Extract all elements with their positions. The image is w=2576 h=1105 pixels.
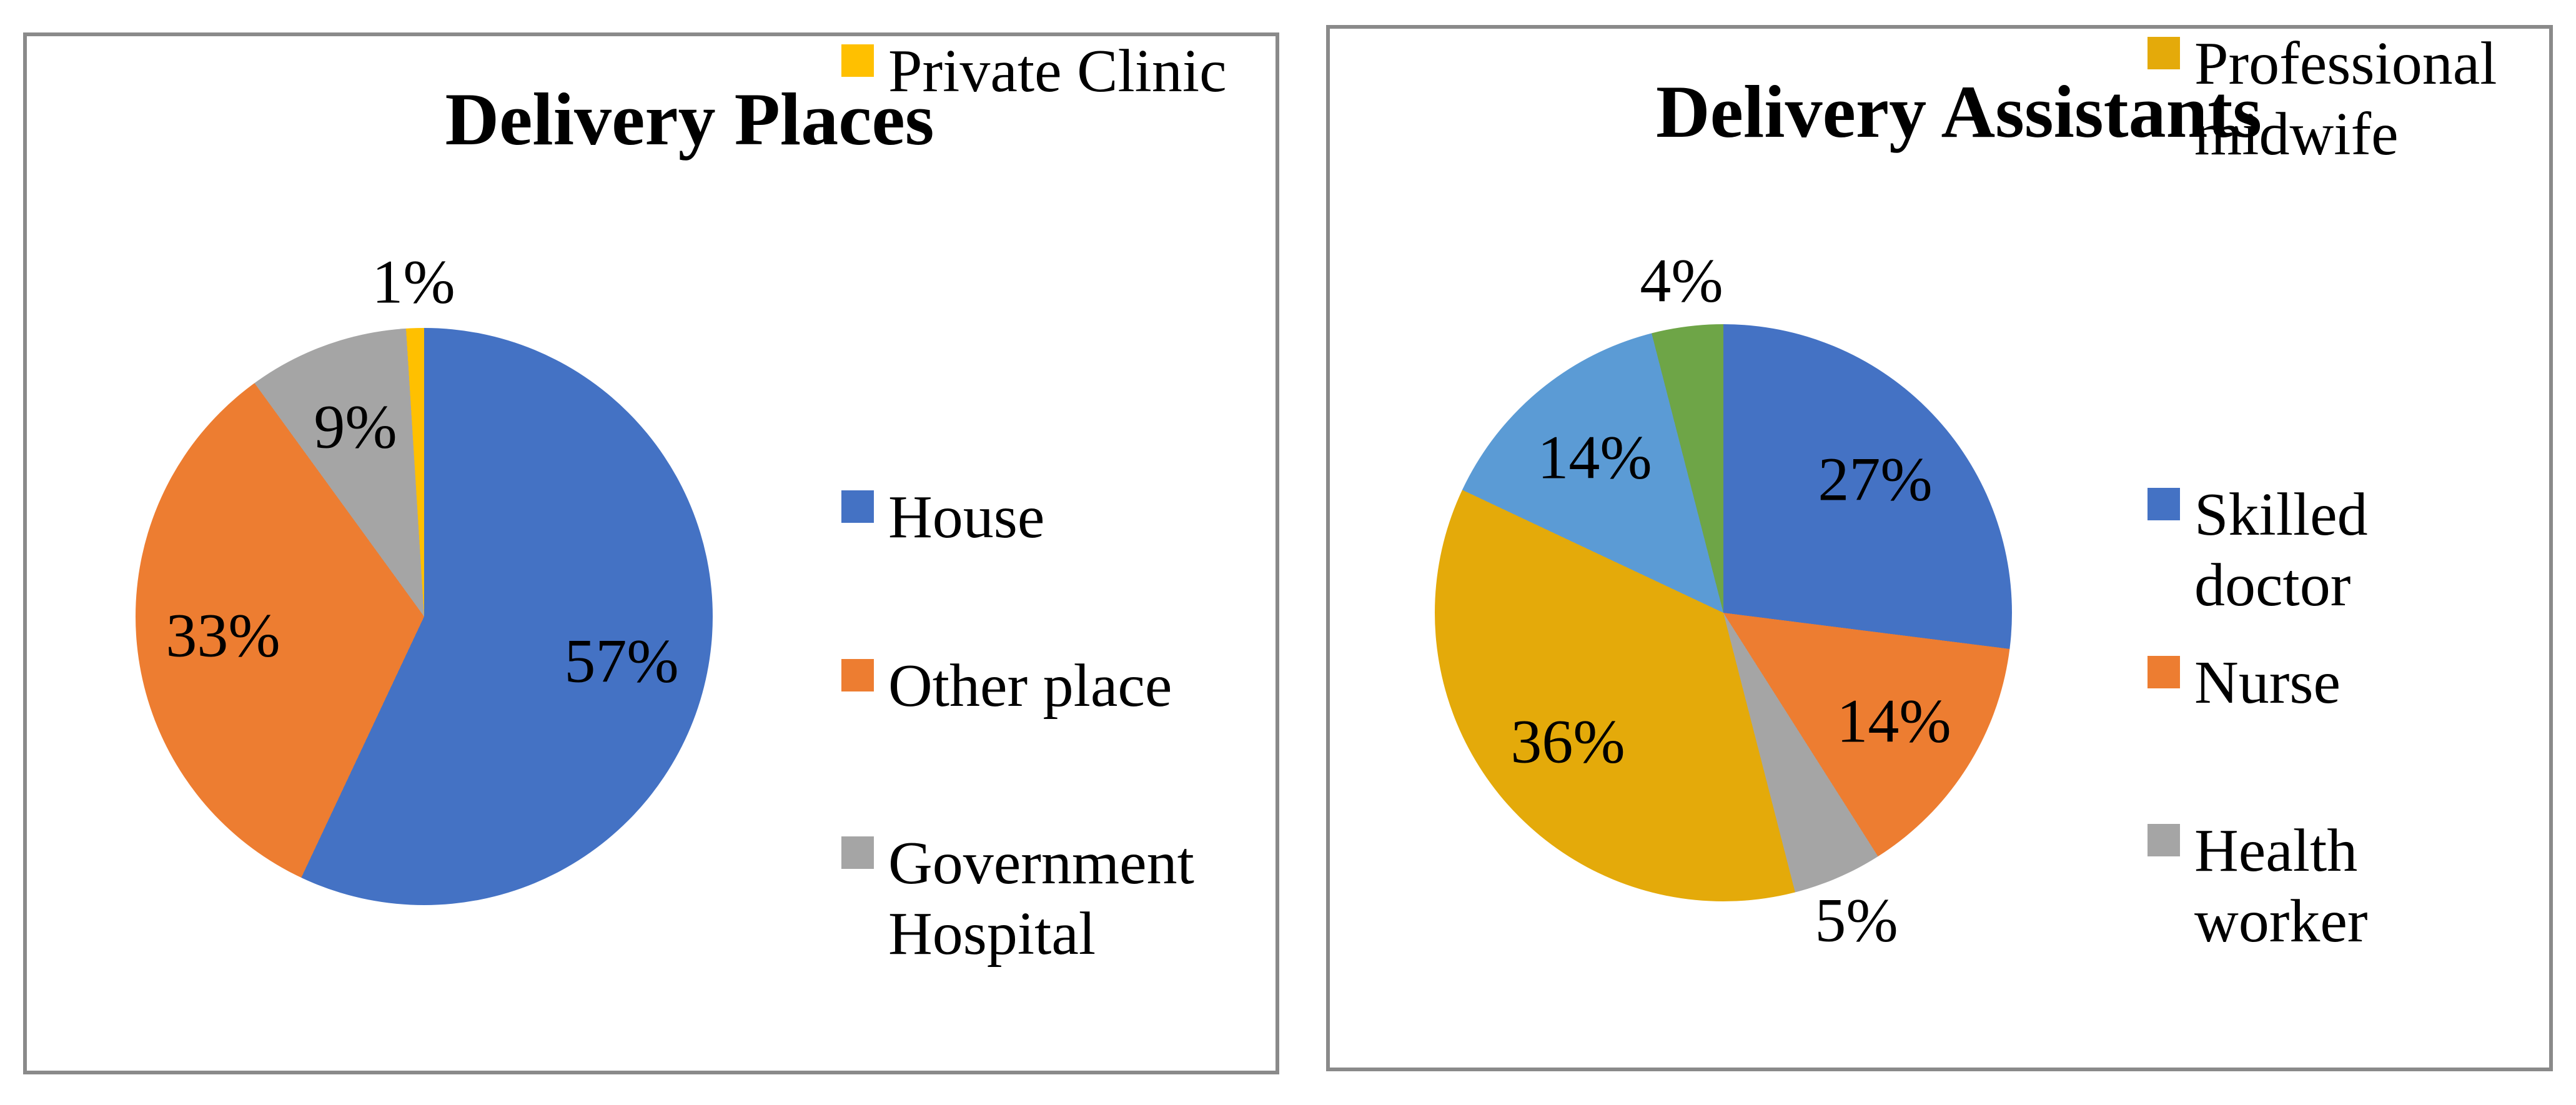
legend-item: Other place: [841, 651, 1172, 721]
legend-item: Nurse: [2147, 648, 2341, 718]
legend-item-label: Government Hospital: [888, 830, 1194, 968]
pie-slice-label: 57%: [564, 626, 679, 696]
legend-swatch: [841, 490, 874, 523]
chart-title: Delivery Assistants: [1656, 70, 2262, 153]
legend-item-label: Private Clinic: [888, 37, 1227, 105]
pie-slice-label: 14%: [1537, 422, 1652, 492]
legend-swatch: [841, 44, 874, 77]
pie-slice-label: 9%: [314, 392, 397, 462]
legend-swatch: [841, 659, 874, 691]
legend-swatch: [2147, 488, 2180, 520]
legend-item-label: Other place: [888, 652, 1172, 720]
pie-slice-label: 1%: [372, 247, 455, 317]
pie-chart: [1435, 324, 2012, 901]
pie-chart: [136, 328, 713, 905]
legend-item: Health worker: [2147, 816, 2368, 957]
legend-item-label: Professional midwife: [2194, 30, 2497, 168]
pie-slice-label: 14%: [1836, 686, 1951, 756]
legend-item: House: [841, 482, 1044, 553]
legend-item-label: Health worker: [2194, 817, 2368, 955]
chart-panel-delivery-assistants: Delivery Assistants 27% 14% 5% 36% 14% 4% Skil…: [1326, 25, 2553, 1071]
pie-slice-label: 27%: [1818, 444, 1933, 514]
legend-item-label: Skilled doctor: [2194, 481, 2368, 619]
legend-item: Private Clinic: [841, 36, 1227, 107]
legend-item: Professional midwife: [2147, 29, 2497, 170]
legend-item: Skilled doctor: [2147, 480, 2368, 621]
chart-title: Delivery Places: [445, 77, 934, 161]
legend-item-label: Nurse: [2194, 649, 2341, 716]
legend-item: Government Hospital: [841, 828, 1194, 969]
pie-slice-label: 33%: [166, 600, 280, 670]
chart-panel-delivery-places: Delivery Places 57% 33% 9% 1% House Other pla…: [23, 32, 1279, 1074]
legend-swatch: [841, 836, 874, 869]
legend-swatch: [2147, 37, 2180, 69]
pie-slice-label: 5%: [1815, 885, 1898, 955]
legend-item-label: House: [888, 483, 1045, 551]
legend-swatch: [2147, 656, 2180, 688]
legend-swatch: [2147, 824, 2180, 856]
pie-slice-label: 4%: [1640, 245, 1723, 315]
pie-slice-label: 36%: [1510, 706, 1625, 776]
